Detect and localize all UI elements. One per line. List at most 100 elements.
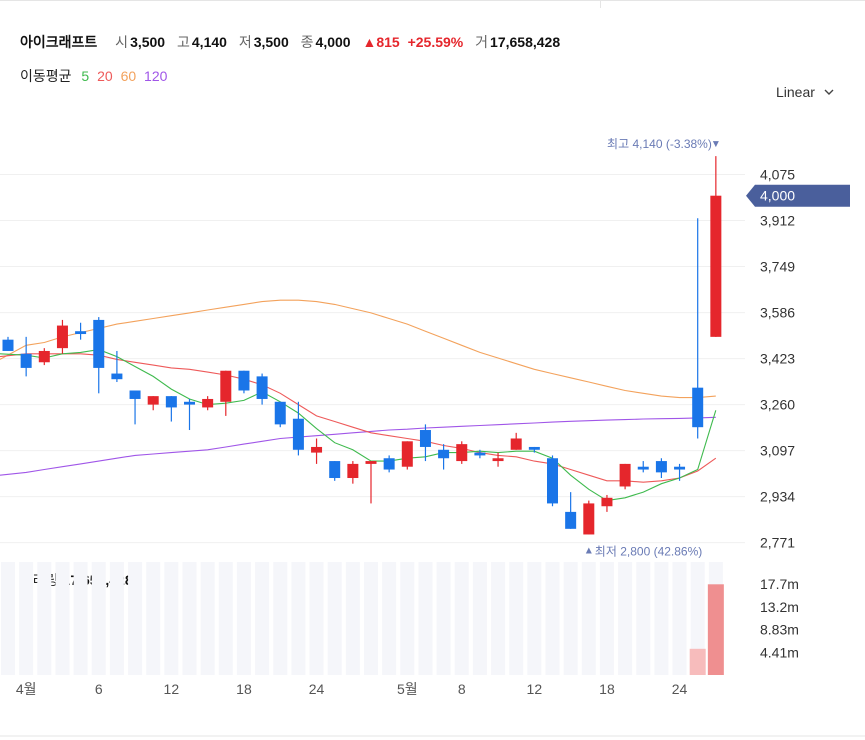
x-tick-label: 24 [672, 681, 688, 697]
volume-bar [707, 584, 724, 675]
volume-column-bg [182, 562, 197, 675]
candle-body [438, 449, 450, 459]
close-value: 4,000 [315, 34, 351, 50]
candle-body [674, 466, 686, 470]
volume-column-bg [708, 562, 723, 675]
candle-body [528, 446, 540, 450]
candle-body [547, 458, 558, 504]
candle-body [184, 401, 195, 405]
candle-body [93, 319, 105, 368]
moving-average-legend: 이동평균 5 20 60 120 [20, 66, 173, 86]
candle-body [401, 441, 413, 467]
volume-column-bg [472, 562, 487, 675]
volume-column-bg [236, 562, 251, 675]
candle-body [256, 376, 268, 399]
y-tick-label: 3,749 [760, 259, 795, 275]
current-price-label: 4,000 [760, 188, 795, 204]
y-tick-label: 3,586 [760, 305, 795, 321]
candle-body [238, 370, 250, 391]
candle-body [56, 325, 68, 349]
x-tick-label: 5월 [397, 681, 418, 697]
low-value: 3,500 [253, 34, 289, 50]
min-annotation-label: 최저 2,800 (42.86%) [595, 544, 702, 558]
ma5-line [0, 349, 717, 502]
volume-column-bg [400, 562, 415, 675]
volume-column-bg [327, 562, 342, 675]
candle-body [365, 461, 377, 464]
x-tick-label: 12 [527, 681, 543, 697]
ma-5: 5 [81, 68, 90, 84]
open-value: 3,500 [130, 34, 166, 50]
candle-body [583, 503, 595, 535]
volume-column-bg [491, 562, 506, 675]
volume-column-bg [1, 562, 15, 675]
candle-body [492, 458, 504, 462]
scale-selector[interactable]: Linear [776, 84, 834, 100]
x-tick-label: 4월 [16, 681, 37, 697]
candle-body [565, 511, 577, 529]
low-label: 저 [238, 34, 252, 50]
volume-column-bg [581, 562, 596, 675]
candle-body [75, 331, 87, 335]
candle-body [655, 461, 667, 473]
candle-body [456, 444, 468, 462]
ma60-line [0, 299, 716, 399]
min-annotation-marker [585, 547, 592, 554]
volume-column-bg [690, 562, 705, 675]
candle-body [383, 458, 395, 470]
volume-column-bg [309, 562, 324, 675]
candle-body [419, 430, 431, 447]
candle-body [710, 195, 722, 337]
volume-column-bg [454, 562, 469, 675]
volume-column-bg [672, 562, 687, 675]
x-tick-label: 24 [309, 681, 325, 697]
volume-column-bg [599, 562, 614, 675]
ma20-line [0, 353, 717, 483]
volume-column-bg [382, 562, 397, 675]
x-tick-label: 8 [458, 681, 466, 697]
volume-column-bg [345, 562, 360, 675]
volume-column-bg [146, 562, 161, 675]
y-tick-label: 4,075 [760, 167, 795, 183]
candle-body [2, 339, 14, 351]
y-tick-label: 3,260 [760, 397, 795, 413]
change-value: ▲815 [362, 34, 400, 50]
candle-body [111, 373, 123, 380]
volume-panel-label: 거래량 17,658,428 [20, 570, 133, 590]
candle-body [619, 463, 631, 487]
candle-body [692, 387, 704, 428]
candle-body [220, 370, 232, 402]
ma-60: 60 [120, 68, 137, 84]
candle-body [311, 446, 323, 453]
volume-column-bg [364, 562, 378, 675]
max-annotation-marker [712, 141, 719, 148]
volume-column-bg [509, 562, 524, 675]
candle-body [165, 396, 177, 408]
ma-120: 120 [144, 68, 168, 84]
volume-column-bg [200, 562, 215, 675]
x-tick-label: 18 [236, 681, 252, 697]
ma120-line [0, 416, 716, 476]
stock-name: 아이크래프트 [20, 34, 98, 50]
candle-body [274, 401, 286, 425]
candle-body [329, 461, 341, 479]
volume-tick-label: 8.83m [760, 622, 799, 638]
volume-column-bg [654, 562, 669, 675]
candle-body [20, 353, 32, 368]
max-annotation-label: 최고 4,140 (-3.38%) [607, 137, 712, 151]
candle-body [510, 438, 522, 450]
candle-body [202, 398, 214, 408]
volume-column-bg [545, 562, 560, 675]
volume-tick-label: 4.41m [760, 644, 799, 660]
x-tick-label: 18 [599, 681, 615, 697]
volume-column-bg [218, 562, 233, 675]
y-tick-label: 2,771 [760, 535, 795, 551]
volume-column-bg [636, 562, 651, 675]
change-percent: +25.59% [407, 34, 464, 50]
x-tick-label: 12 [164, 681, 180, 697]
y-tick-label: 2,934 [760, 489, 795, 505]
candle-body [147, 396, 159, 405]
high-label: 고 [177, 34, 190, 50]
chevron-down-icon [824, 89, 834, 95]
